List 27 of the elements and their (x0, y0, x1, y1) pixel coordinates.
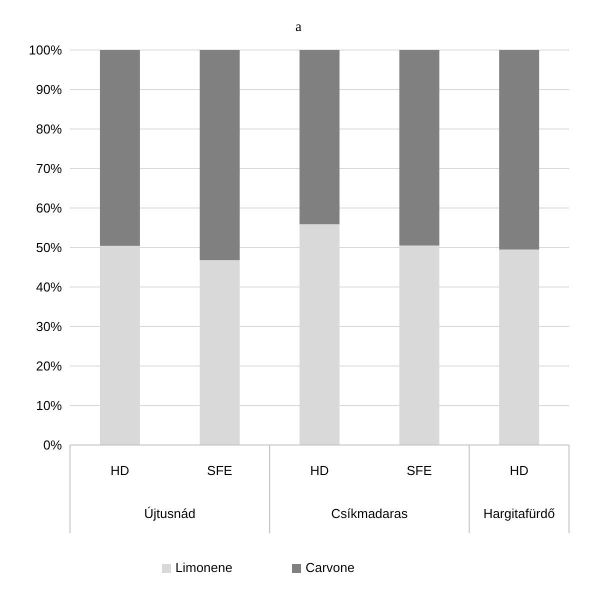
text: Csíkmadaras (331, 506, 408, 521)
y-tick-label: 60% (36, 200, 62, 216)
y-tick-label: 40% (36, 280, 62, 295)
chart-title: a (294, 20, 303, 36)
bar (200, 50, 240, 260)
y-tick-label: 80% (36, 122, 62, 137)
y-tick-label: 20% (36, 358, 62, 374)
y-tick-label: 50% (36, 240, 62, 256)
text: Újtusnád (144, 506, 196, 521)
x-tick-label: SFE (207, 463, 233, 478)
text: Hargitafürdő (483, 506, 555, 521)
x-tick-label: HD (110, 463, 130, 478)
x-tick-label: HD (510, 463, 528, 478)
y-tick-label: 0% (43, 438, 62, 453)
bar (499, 50, 540, 250)
y-tick-label: 100% (28, 42, 62, 58)
y-tick-label: 90% (36, 82, 62, 98)
bar (399, 50, 440, 246)
y-tick-label: 30% (36, 319, 62, 334)
y-tick-label: 10% (36, 398, 62, 414)
bar (300, 50, 340, 224)
bar (100, 50, 140, 246)
legend-label: Carvone (305, 560, 355, 575)
x-tick-label: SFE (406, 463, 432, 478)
legend-label: Limonene (175, 560, 232, 575)
x-tick-label: HD (310, 463, 329, 478)
y-tick-label: 70% (36, 161, 62, 176)
